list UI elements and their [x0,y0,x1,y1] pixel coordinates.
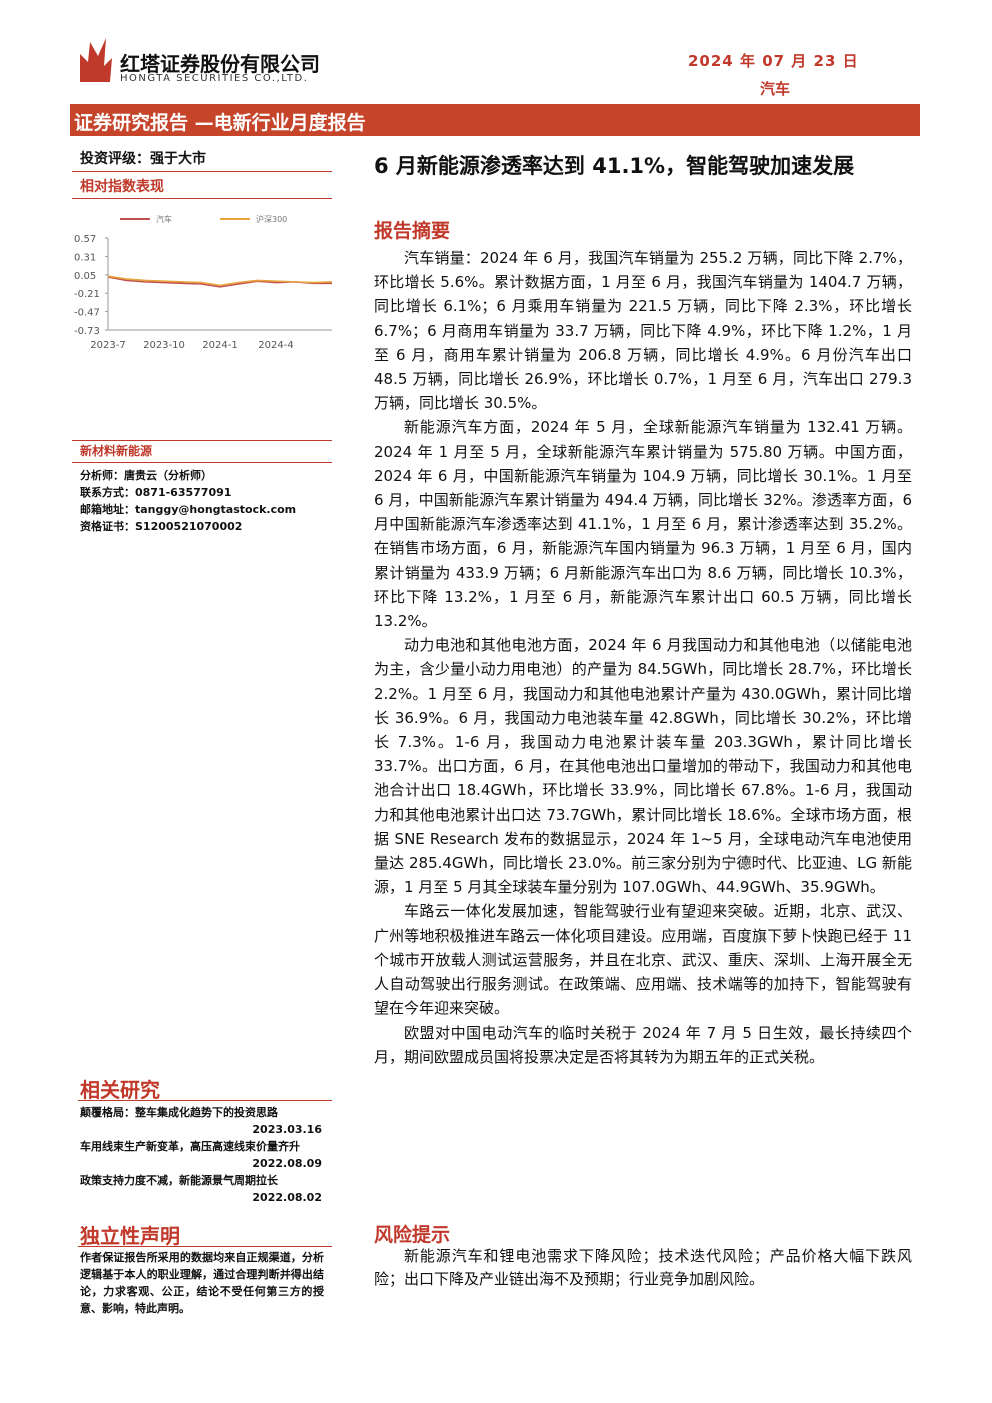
y-tick-label: 0.31 [74,252,96,263]
banner: 证券研究报告 —电新行业月度报告 [70,104,920,136]
related-date: 2022.08.09 [252,1157,322,1170]
statement: 作者保证报告所采用的数据均来自正规渠道，分析逻辑基于本人的职业理解，通过合理判断… [80,1251,324,1315]
x-tick-label: 2023-10 [143,340,185,351]
y-tick-label: -0.21 [74,289,100,300]
divider [72,462,332,463]
paragraph: 动力电池和其他电池方面，2024 年 6 月我国动力和其他电池（以储能电池为主，… [374,636,912,897]
y-tick-label: 0.57 [74,234,96,245]
related-title: 车用线束生产新变革，高压高速线束价量齐升 [80,1140,300,1153]
x-tick-label: 2024-1 [202,340,237,351]
company-name: 红塔证券股份有限公司 [120,52,320,76]
paragraph: 欧盟对中国电动汽车的临时关税于 2024 年 7 月 5 日生效，最长持续四个月… [374,1023,912,1066]
paragraph: 汽车销量：2024 年 6 月，我国汽车销量为 255.2 万辆，同比下降 2.… [374,249,912,413]
divider [72,440,332,441]
banner-text: 证券研究报告 —电新行业月度报告 [74,112,366,134]
related-date: 2022.08.02 [252,1191,322,1204]
sector: 新材料新能源 [80,444,153,458]
risk-body: 新能源汽车和锂电池需求下降风险；技术迭代风险；产品价格大幅下跌风险；出口下降及产… [374,1245,912,1291]
related-title: 颠覆格局：整车集成化趋势下的投资思路 [80,1106,278,1119]
industry: 汽车 [760,80,791,98]
rating: 投资评级：强于大市 [80,151,206,167]
paragraph: 车路云一体化发展加速，智能驾驶行业有望迎来突破。近期，北京、武汉、广州等地积极推… [374,902,912,1018]
y-tick-label: 0.05 [74,271,96,282]
series-line [107,275,333,287]
report-date: 2024 年 07 月 23 日 [688,52,859,70]
statement-heading: 独立性声明 [80,1224,180,1248]
y-tick-label: -0.47 [74,308,100,319]
legend-label: 沪深300 [256,214,287,224]
risk-heading: 风险提示 [374,1224,451,1246]
related-heading: 相关研究 [80,1078,160,1102]
chart-heading: 相对指数表现 [80,179,164,195]
analyst-line: 联系方式：0871-63577091 [80,486,232,499]
divider [78,1246,332,1247]
logo [80,38,112,82]
divider [78,1100,332,1101]
risk-text: 新能源汽车和锂电池需求下降风险；技术迭代风险；产品价格大幅下跌风险；出口下降及产… [374,1247,912,1288]
chart: 0.57 0.31 0.05 -0.21 -0.47 -0.73 2023-7 2023-10… [74,214,333,351]
x-tick-label: 2023-7 [90,340,125,351]
divider [72,171,332,172]
legend-label: 汽车 [156,214,172,224]
related-list: 颠覆格局：整车集成化趋势下的投资思路 2023.03.16 车用线束生产新变革，高压… [80,1104,322,1206]
report-title: 6 月新能源渗透率达到 41.1%，智能驾驶加速发展 [374,154,855,178]
divider [72,198,332,199]
paragraph: 新能源汽车方面，2024 年 5 月，全球新能源汽车销量为 132.41 万辆。… [374,418,912,631]
y-tick-label: -0.73 [74,326,100,337]
summary-body: 汽车销量：2024 年 6 月，我国汽车销量为 255.2 万辆，同比下降 2.… [374,246,912,1069]
related-title: 政策支持力度不减，新能源景气周期拉长 [80,1174,278,1187]
analyst-line: 邮箱地址：tanggy@hongtastock.com [80,503,297,516]
analyst-info: 分析师：唐贵云（分析师） 联系方式：0871-63577091 邮箱地址：tangg… [80,467,330,535]
analyst-line: 分析师：唐贵云（分析师） [80,469,212,482]
related-date: 2023.03.16 [252,1123,322,1136]
company-name-en: HONGTA SECURITIES CO.,LTD. [120,73,309,84]
x-tick-label: 2024-4 [258,340,293,351]
summary-heading: 报告摘要 [374,220,451,242]
analyst-line: 资格证书：S1200521070002 [80,520,243,533]
